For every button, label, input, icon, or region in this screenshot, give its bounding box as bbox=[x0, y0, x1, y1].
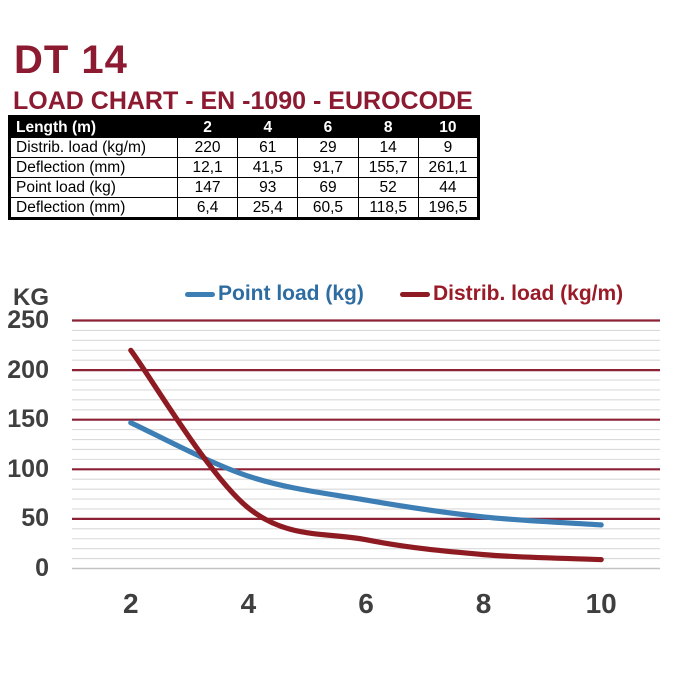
y-axis-unit-label: KG bbox=[13, 284, 49, 311]
x-tick-label: 2 bbox=[123, 588, 139, 619]
load-table-head: Length (m) 2 4 6 8 10 bbox=[9, 116, 480, 138]
table-cell: Deflection (mm) bbox=[9, 197, 178, 219]
x-tick-label: 10 bbox=[585, 588, 617, 619]
y-tick-label: 0 bbox=[35, 554, 49, 582]
series-line-point-load bbox=[128, 420, 604, 528]
table-row: Distrib. load (kg/m) 220 61 29 14 9 bbox=[9, 137, 480, 158]
table-cell: 91,7 bbox=[297, 157, 359, 178]
legend-label-point-load: Point load (kg) bbox=[218, 282, 364, 305]
table-cell: 93 bbox=[237, 177, 299, 198]
table-cell: 12,1 bbox=[176, 157, 239, 178]
point-load-line-swatch-icon bbox=[185, 291, 215, 297]
table-row: Deflection (mm) 6,4 25,4 60,5 118,5 196,5 bbox=[9, 197, 480, 219]
legend-item-point-load: Point load (kg) bbox=[185, 282, 364, 306]
table-row: Deflection (mm) 12,1 41,5 91,7 155,7 261,1 bbox=[9, 157, 480, 178]
table-cell: 14 bbox=[357, 137, 419, 158]
legend-item-distrib-load: Distrib. load (kg/m) bbox=[400, 282, 623, 306]
y-tick-label: 250 bbox=[7, 306, 49, 334]
table-cell: 25,4 bbox=[237, 197, 299, 219]
table-header-cell: 4 bbox=[237, 116, 299, 138]
table-cell: 261,1 bbox=[417, 157, 480, 178]
table-header-cell: 10 bbox=[417, 116, 480, 138]
table-cell: 41,5 bbox=[237, 157, 299, 178]
distrib-load-line-swatch-icon bbox=[400, 291, 430, 297]
legend-label-distrib-load: Distrib. load (kg/m) bbox=[433, 282, 624, 305]
table-cell: 147 bbox=[176, 177, 239, 198]
table-cell: 118,5 bbox=[357, 197, 419, 219]
table-cell: 29 bbox=[297, 137, 359, 158]
table-cell: 155,7 bbox=[357, 157, 419, 178]
table-cell: 69 bbox=[297, 177, 359, 198]
table-header-row: Length (m) 2 4 6 8 10 bbox=[9, 116, 480, 138]
table-header-cell: 2 bbox=[176, 116, 239, 138]
table-cell: 52 bbox=[357, 177, 419, 198]
table-cell: Deflection (mm) bbox=[9, 157, 178, 178]
table-cell: Distrib. load (kg/m) bbox=[9, 137, 178, 158]
table-cell: Point load (kg) bbox=[9, 177, 178, 198]
page-title: DT 14 bbox=[14, 38, 128, 82]
x-tick-label: 4 bbox=[240, 588, 257, 619]
x-tick-label: 8 bbox=[475, 588, 492, 619]
load-table-body: Distrib. load (kg/m) 220 61 29 14 9 Deflection… bbox=[9, 137, 480, 219]
table-header-cell: Length (m) bbox=[9, 116, 178, 138]
x-tick-label: 6 bbox=[358, 588, 374, 619]
table-cell: 6,4 bbox=[176, 197, 239, 219]
y-tick-label: 100 bbox=[7, 454, 49, 483]
table-cell: 220 bbox=[176, 137, 239, 158]
table-header-cell: 8 bbox=[357, 116, 419, 138]
table-header-cell: 6 bbox=[297, 116, 359, 138]
table-cell: 61 bbox=[237, 137, 299, 158]
load-table: Length (m) 2 4 6 8 10 Distrib. load (kg/m) 220… bbox=[8, 115, 480, 220]
table-cell: 196,5 bbox=[417, 197, 480, 219]
y-tick-label: 50 bbox=[21, 504, 49, 533]
table-cell: 9 bbox=[417, 137, 480, 158]
series-line-distrib-load bbox=[128, 347, 604, 563]
page-subtitle: LOAD CHART - EN -1090 - EUROCODE bbox=[13, 87, 473, 115]
table-row: Point load (kg) 147 93 69 52 44 bbox=[9, 177, 480, 198]
y-tick-label: 150 bbox=[7, 405, 49, 434]
y-tick-label: 200 bbox=[7, 355, 49, 384]
table-cell: 60,5 bbox=[297, 197, 359, 219]
table-cell: 44 bbox=[417, 177, 480, 198]
